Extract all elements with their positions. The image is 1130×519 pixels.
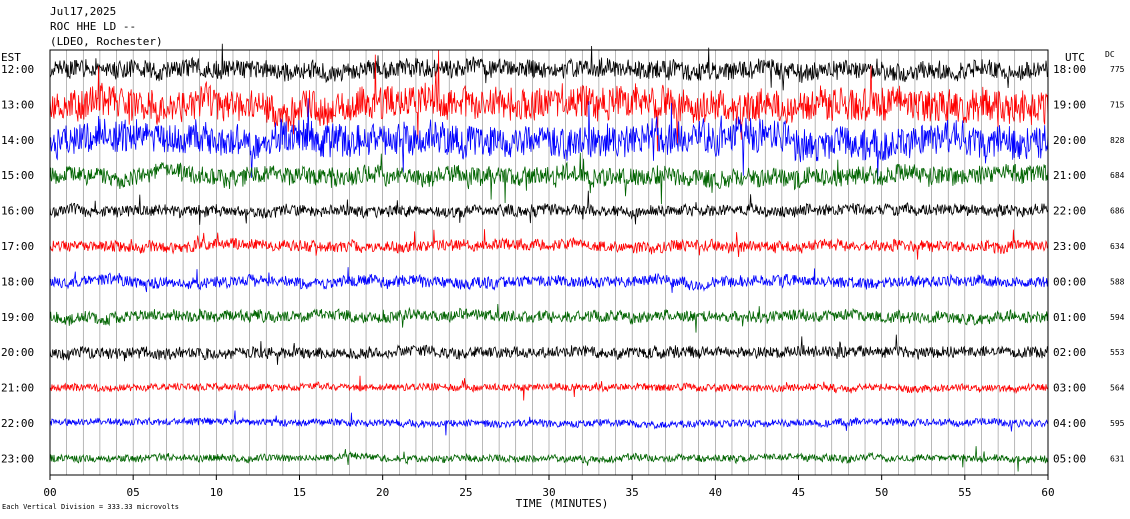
utc-hour-label: 02:00 [1053, 346, 1086, 359]
dc-value: 631 [1110, 454, 1125, 463]
division-scale-note: Each Vertical Division = 333.33 microvol… [2, 503, 179, 511]
utc-hour-label: 04:00 [1053, 417, 1086, 430]
dc-column-label: DC [1105, 50, 1115, 59]
utc-hour-label: 05:00 [1053, 452, 1086, 465]
seismic-trace [49, 446, 1049, 472]
x-tick-label: 30 [542, 486, 555, 499]
x-tick-label: 50 [875, 486, 888, 499]
est-hour-label: 22:00 [1, 417, 34, 430]
dc-value: 684 [1110, 171, 1125, 180]
est-hour-label: 20:00 [1, 346, 34, 359]
x-tick-label: 20 [376, 486, 389, 499]
dc-values: 775 715 828 684 686 634 588 594 553 564 595 631 [1110, 65, 1125, 463]
est-hour-labels: 12:00 13:00 14:00 15:00 16:00 17:00 18:00 19:00… [1, 63, 34, 465]
dc-value: 715 [1110, 100, 1125, 109]
trace-layer [49, 43, 1049, 472]
x-tick-label: 00 [43, 486, 56, 499]
timezone-right-label: UTC [1065, 51, 1085, 64]
seismic-trace [49, 303, 1049, 333]
timezone-left-label: EST [1, 51, 21, 64]
dc-value: 775 [1110, 65, 1125, 74]
est-hour-label: 21:00 [1, 382, 34, 395]
est-hour-label: 15:00 [1, 169, 34, 182]
seismic-trace [49, 98, 1049, 181]
header-date: Jul17,2025 [50, 5, 116, 18]
x-tick-label: 60 [1041, 486, 1054, 499]
utc-hour-label: 21:00 [1053, 169, 1086, 182]
est-hour-label: 12:00 [1, 63, 34, 76]
seismic-trace [49, 410, 1049, 436]
est-hour-label: 17:00 [1, 240, 34, 253]
est-hour-label: 18:00 [1, 275, 34, 288]
x-tick-label: 10 [210, 486, 223, 499]
dc-value: 564 [1110, 384, 1125, 393]
utc-hour-labels: 18:00 19:00 20:00 21:00 22:00 23:00 00:00 01:00… [1053, 63, 1086, 465]
utc-hour-label: 23:00 [1053, 240, 1086, 253]
seismic-trace [49, 229, 1049, 260]
utc-hour-label: 22:00 [1053, 205, 1086, 218]
header-location: (LDEO, Rochester) [50, 35, 163, 48]
utc-hour-label: 01:00 [1053, 311, 1086, 324]
utc-hour-label: 03:00 [1053, 382, 1086, 395]
x-axis-label: TIME (MINUTES) [516, 497, 609, 510]
seismic-trace [49, 334, 1049, 365]
x-tick-label: 15 [293, 486, 306, 499]
minute-grid [66, 50, 1032, 475]
seismic-trace [49, 190, 1049, 225]
seismic-trace [49, 43, 1049, 91]
est-hour-label: 19:00 [1, 311, 34, 324]
est-hour-label: 13:00 [1, 98, 34, 111]
utc-hour-label: 18:00 [1053, 63, 1086, 76]
x-tick-label: 55 [958, 486, 971, 499]
est-hour-label: 23:00 [1, 452, 34, 465]
seismic-trace [49, 152, 1049, 205]
seismic-trace [49, 375, 1049, 401]
dc-value: 595 [1110, 419, 1125, 428]
x-tick-label: 35 [626, 486, 639, 499]
header-block: Jul17,2025 ROC HHE LD -- (LDEO, Rocheste… [50, 5, 163, 48]
dc-value: 553 [1110, 348, 1125, 357]
utc-hour-label: 19:00 [1053, 98, 1086, 111]
x-tick-label: 25 [459, 486, 472, 499]
dc-value: 594 [1110, 313, 1125, 322]
seismic-trace [49, 267, 1049, 293]
dc-value: 828 [1110, 136, 1125, 145]
seismic-trace [49, 50, 1049, 152]
x-tick-label: 05 [127, 486, 140, 499]
x-tick-label: 40 [709, 486, 722, 499]
est-hour-label: 16:00 [1, 205, 34, 218]
x-axis-ticks: 00 05 10 15 20 25 30 35 40 45 50 55 60 [43, 475, 1055, 499]
x-tick-label: 45 [792, 486, 805, 499]
utc-hour-label: 00:00 [1053, 275, 1086, 288]
est-hour-label: 14:00 [1, 134, 34, 147]
header-station: ROC HHE LD -- [50, 20, 136, 33]
dc-value: 588 [1110, 277, 1125, 286]
dc-value: 686 [1110, 207, 1125, 216]
dc-value: 634 [1110, 242, 1125, 251]
utc-hour-label: 20:00 [1053, 134, 1086, 147]
